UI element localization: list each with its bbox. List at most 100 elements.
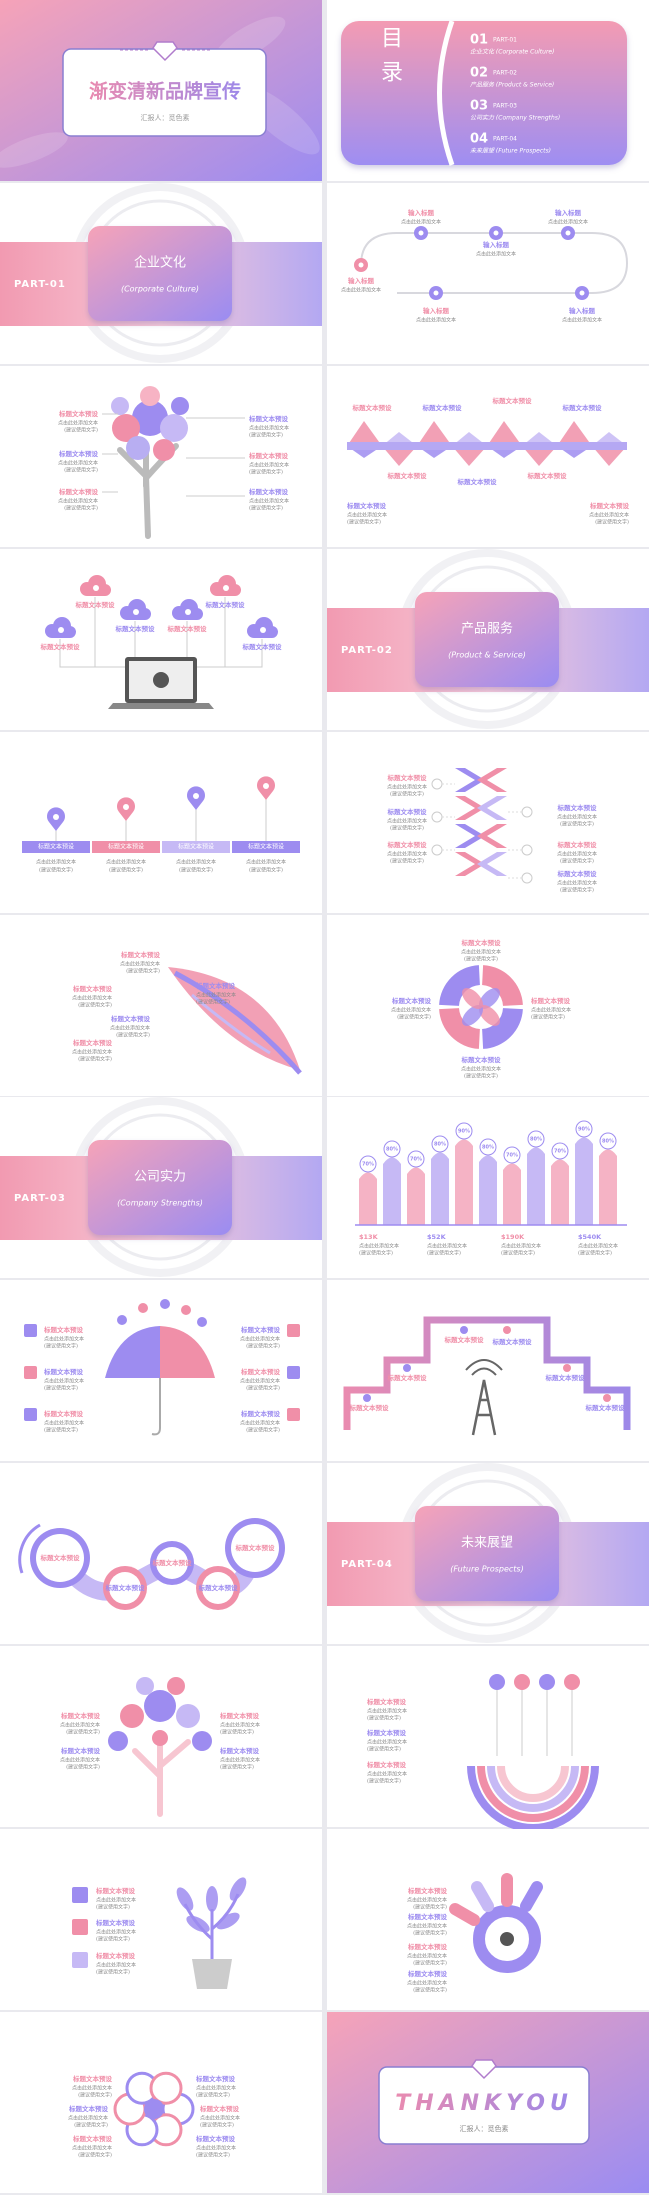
item-text: 点击此处添加文本	[387, 784, 427, 791]
diamond-icon	[152, 41, 178, 62]
toc-num: 01	[470, 33, 488, 48]
item-title: 标题文本预设	[387, 1373, 428, 1382]
item-title: 标题文本预设	[235, 1543, 276, 1552]
value-label: 80%	[434, 1142, 446, 1148]
item-note: (建议使用文字)	[501, 1250, 535, 1257]
item-note: (建议使用文字)	[196, 999, 230, 1006]
item-title: 标题文本预设	[72, 984, 113, 993]
item-title: 标题文本预设	[40, 1553, 81, 1562]
item-note: (建议使用文字)	[367, 1746, 401, 1753]
item-text: 点击此处添加文本	[341, 287, 381, 294]
slide: 70% 80% 70% 80% 90% 80% 70% 80% 70% 90% 80% $13K 点击此…	[327, 1097, 649, 1278]
icon-dot	[563, 1364, 571, 1372]
item-text: 点击此处添加文本	[72, 2145, 112, 2152]
item-text: 点击此处添加文本	[387, 818, 427, 825]
item-title: 标题文本预设	[557, 869, 598, 878]
item-title: 输入标题	[348, 276, 375, 285]
tower	[471, 1379, 497, 1436]
slide-background	[327, 732, 649, 913]
item-title: 标题文本预设	[95, 1951, 136, 1960]
toc-name: 企业文化 (Corporate Culture)	[470, 48, 554, 56]
chain-core	[231, 1524, 279, 1572]
slide: 标题文本预设点击此处添加文本(建议使用文字)标题文本预设点击此处添加文本(建议使…	[0, 915, 322, 1096]
item-note: (建议使用文字)	[96, 1904, 130, 1911]
value-badge	[359, 1155, 377, 1173]
leaf-circle	[144, 1690, 176, 1722]
toc-part: PART-04	[493, 136, 517, 143]
item-text: 点击此处添加文本	[44, 1336, 84, 1343]
value-badge	[431, 1135, 449, 1153]
item-text: 点击此处添加文本	[359, 1243, 399, 1250]
bar	[431, 1152, 449, 1225]
balloon	[111, 397, 129, 415]
item-note: (建议使用文字)	[44, 1427, 78, 1434]
item-text: 点击此处添加文本	[36, 859, 76, 866]
balloon	[132, 400, 168, 436]
item-text: 点击此处添加文本	[557, 880, 597, 887]
item-note: (建议使用文字)	[397, 1014, 431, 1021]
slide-background	[0, 1829, 322, 2010]
item-title: 标题文本预设	[240, 1409, 281, 1418]
badge	[514, 1674, 530, 1690]
item-title: 标题文本预设	[152, 1558, 193, 1567]
item-note: (建议使用文字)	[78, 2152, 112, 2159]
ring-segment	[482, 965, 523, 1006]
slide: 标题文本预设点击此处添加文本(建议使用文字)标题文本预设点击此处添加文本(建议使…	[327, 1646, 649, 1832]
item-title: 标题文本预设	[366, 1697, 407, 1706]
icon-box	[287, 1366, 300, 1379]
item-note: (建议使用文字)	[44, 1385, 78, 1392]
item-text: 点击此处添加文本	[96, 1897, 136, 1904]
slide: PART-02 产品服务 (Product & Service)	[327, 549, 649, 730]
cloud	[179, 613, 197, 620]
item-title: 标题文本预设	[422, 403, 463, 412]
item-note: (建议使用文字)	[109, 867, 143, 874]
leaf-circle	[176, 1704, 200, 1728]
item-title: 标题文本预设	[219, 1746, 260, 1755]
balloon	[140, 386, 160, 406]
node-icon	[418, 230, 424, 236]
item-title: 标题文本预设	[108, 843, 144, 851]
leaf	[206, 1886, 218, 1912]
item-text: 点击此处添加文本	[407, 1953, 447, 1960]
ring-segment	[482, 1008, 523, 1049]
slide: 标题文本预设点击此处添加文本(建议使用文字)标题文本预设点击此处添加文本(建议使…	[0, 366, 322, 547]
leaf-circle	[136, 1677, 154, 1695]
item-title: 输入标题	[483, 240, 510, 249]
pin-icon	[193, 793, 199, 799]
item-text: 点击此处添加文本	[110, 1025, 150, 1032]
icon-dot	[403, 1364, 411, 1372]
chain-core	[109, 1572, 141, 1604]
item-note: (建议使用文字)	[64, 505, 98, 512]
icon-dot	[363, 1394, 371, 1402]
item-title: 标题文本预设	[95, 1918, 136, 1927]
item-title: 标题文本预设	[562, 403, 603, 412]
bar	[162, 841, 230, 853]
item-title: 标题文本预设	[461, 1055, 502, 1064]
item-title: $540K	[578, 1233, 602, 1241]
section-subtitle: (Future Prospects)	[450, 1565, 523, 1574]
item-text: 点击此处添加文本	[501, 1243, 541, 1250]
item-title: 标题文本预设	[219, 1711, 260, 1720]
item-title: 标题文本预设	[75, 600, 116, 609]
item-text: 点击此处添加文本	[176, 859, 216, 866]
title-card	[88, 226, 232, 321]
item-title: 标题文本预设	[240, 1367, 281, 1376]
trunk	[132, 1733, 191, 1817]
bar	[232, 841, 300, 853]
slide: 标题文本预设点击此处添加文本(建议使用文字)标题文本预设点击此处添加文本(建议使…	[0, 1646, 322, 1827]
item-text: 点击此处添加文本	[196, 2145, 236, 2152]
bar	[359, 1172, 377, 1225]
feather	[168, 967, 300, 1070]
item-title: 标题文本预设	[43, 1325, 84, 1334]
item-title: 标题文本预设	[195, 981, 236, 990]
item-note: (建议使用文字)	[359, 1250, 393, 1257]
item-text: 点击此处添加文本	[387, 851, 427, 858]
chevron	[477, 768, 507, 792]
item-title: 标题文本预设	[248, 843, 284, 851]
drop	[160, 1299, 170, 1309]
item-note: (建议使用文字)	[560, 821, 594, 828]
item-note: (建议使用文字)	[200, 2122, 234, 2129]
icon-box	[24, 1324, 37, 1337]
item-title: 标题文本预设	[366, 1760, 407, 1769]
